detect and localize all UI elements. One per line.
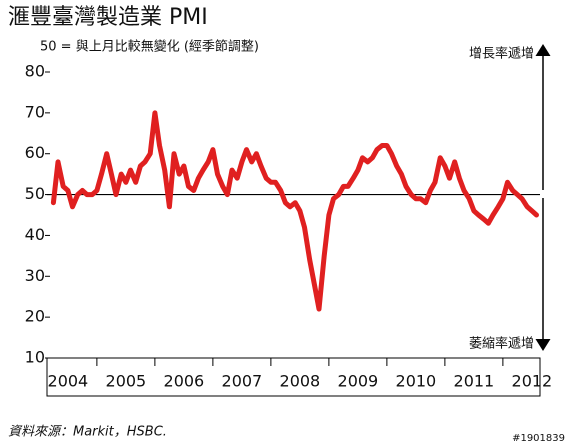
- y-tick-label: 30: [25, 266, 45, 285]
- x-tick-label: 2007: [222, 372, 263, 391]
- subtitle: 50 = 與上月比較無變化 (經季節調整): [40, 39, 259, 55]
- annotation: 增長率遞增: [469, 46, 534, 62]
- annotation: 萎縮率遞增: [469, 336, 534, 352]
- x-tick-label: 2008: [280, 372, 321, 391]
- x-tick-label: 2005: [106, 372, 147, 391]
- y-tick-label: 80: [25, 62, 45, 81]
- x-tick-label: 2009: [338, 372, 379, 391]
- x-tick-label: 2004: [48, 372, 89, 391]
- x-tick-label: 2011: [454, 372, 495, 391]
- y-tick-label: 60: [25, 143, 45, 162]
- y-tick-label: 10: [25, 348, 45, 367]
- x-tick-label: 2006: [164, 372, 205, 391]
- y-tick-label: 70: [25, 102, 45, 121]
- x-axis-box: [46, 357, 541, 397]
- chart-title: 滙豐臺灣製造業 PMI: [8, 5, 208, 30]
- x-tick-label: 2010: [396, 372, 437, 391]
- y-tick-label: 40: [25, 225, 45, 244]
- series-line: [50, 110, 539, 312]
- watermark: #1901839: [512, 433, 565, 444]
- x-tick-label: 2012: [512, 372, 553, 391]
- y-tick-label: 20: [25, 307, 45, 326]
- source: 資料來源：Markit，HSBC.: [8, 425, 167, 440]
- y-tick-label: 50: [25, 184, 45, 203]
